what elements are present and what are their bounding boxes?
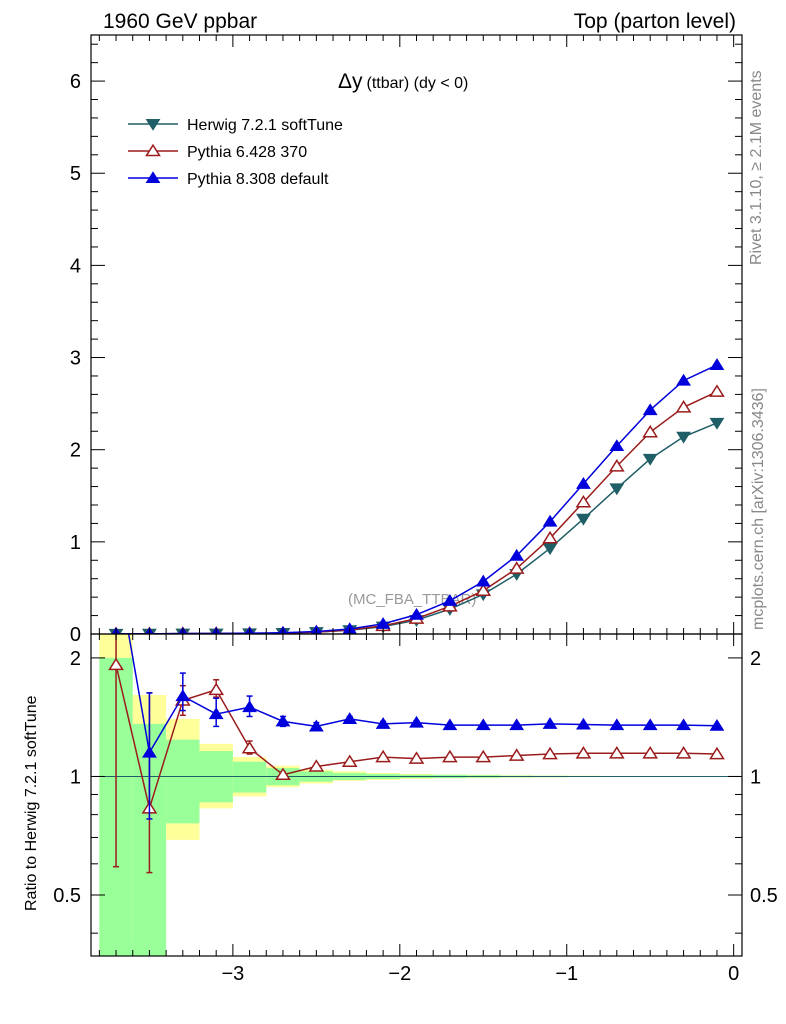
ratio-1-point <box>409 715 424 728</box>
ratio-1-point <box>242 700 257 713</box>
series-2-point <box>542 514 558 527</box>
ratio-y-tick-label: 0.5 <box>53 885 81 907</box>
ratio-0-point <box>608 746 625 759</box>
ratio-1-point <box>509 718 525 731</box>
x-tick-label: −3 <box>221 963 244 985</box>
ratio-1-point <box>208 707 224 720</box>
series-1-point <box>475 583 492 596</box>
legend-label-1: Pythia 6.428 370 <box>187 144 307 161</box>
series-1-point <box>709 384 725 397</box>
series-0-point <box>709 417 725 430</box>
series-0-point <box>642 453 658 466</box>
ratio-y-tick-label-right: 0.5 <box>750 885 778 907</box>
ratio-0-point <box>208 682 225 696</box>
ratio-0-point <box>275 767 291 781</box>
ratio-1-point <box>642 718 658 731</box>
ratio-1-point <box>342 712 358 724</box>
ratio-0-point <box>542 746 558 760</box>
y-tick-label: 1 <box>70 532 81 554</box>
series-2-point <box>442 594 458 606</box>
green-band-bin <box>166 739 200 824</box>
ratio-0-point <box>508 748 525 761</box>
series-0-point <box>676 431 691 444</box>
ratio-0-point <box>408 751 425 764</box>
ratio-1-point <box>609 718 625 731</box>
mcplots-label: mcplots.cern.ch [arXiv:1306.3436] <box>750 388 767 630</box>
ratio-y-tick-label-right: 1 <box>750 766 761 788</box>
green-band-bin <box>232 761 267 793</box>
axis-ticks <box>91 35 742 956</box>
ratio-0-point <box>442 749 458 763</box>
header-right-label: Top (parton level) <box>574 10 736 33</box>
plot-title-main: Δy <box>338 70 363 93</box>
ratio-1-point <box>110 556 123 566</box>
y-tick-label: 4 <box>70 255 81 277</box>
series-2-point <box>709 358 725 370</box>
ratio-y-axis-label: Ratio to Herwig 7.2.1 softTune <box>23 695 40 911</box>
series-0-point <box>542 543 558 556</box>
series-2-point <box>609 439 625 452</box>
legend-label-2: Pythia 8.308 default <box>187 171 329 188</box>
ratio-0-point <box>375 749 391 763</box>
y-tick-label: 5 <box>70 163 81 185</box>
legend: Herwig 7.2.1 softTune Pythia 6.428 370 Pyt… <box>128 117 343 188</box>
series-2-point <box>409 607 424 620</box>
plot-title-sub: (ttbar) (dy < 0) <box>367 75 469 92</box>
legend-marker-2 <box>145 171 161 184</box>
ratio-1-point <box>142 745 157 758</box>
x-tick-label: −1 <box>555 963 578 985</box>
series-2-point <box>576 476 591 489</box>
ratio-y-tick-label: 2 <box>70 648 81 670</box>
ratio-0-point <box>108 657 124 671</box>
uncertainty-bands <box>91 634 742 956</box>
series-2-point <box>642 403 658 416</box>
series-0-point <box>609 483 625 496</box>
ratio-y-tick-label: 1 <box>70 766 81 788</box>
ratio-0-point <box>642 746 659 759</box>
rivet-version-label: Rivet 3.1.10, ≥ 2.1M events <box>748 70 765 265</box>
series-2-point <box>475 574 491 587</box>
series-1-point <box>508 561 525 574</box>
x-tick-label: −2 <box>388 963 411 985</box>
series-1-point <box>575 494 592 508</box>
axis-tick-labels: 0 1 2 3 4 5 6 0.5 0.5 1 1 2 2 −3 −2 −1 0 <box>53 71 778 985</box>
legend-marker-0 <box>145 118 161 131</box>
ratio-1-point <box>475 718 491 731</box>
y-tick-label: 6 <box>70 71 81 93</box>
ratio-0-point <box>308 759 325 772</box>
x-tick-label: 0 <box>728 963 739 985</box>
ratio-1-point <box>709 718 725 731</box>
series-1-point <box>642 424 659 438</box>
ratio-y-tick-label-right: 2 <box>750 648 761 670</box>
ratio-0-point <box>575 746 592 759</box>
ratio-0-point <box>709 746 725 760</box>
ratio-1-point <box>576 717 591 730</box>
series-0-point <box>576 513 591 526</box>
ratio-0-point <box>675 746 692 759</box>
ratio-0-point <box>241 740 258 754</box>
series-2-point <box>676 373 691 386</box>
y-tick-label: 0 <box>70 624 81 646</box>
ratio-0-point <box>475 749 492 763</box>
series-1-point <box>608 459 625 472</box>
ratio-0-point <box>341 754 358 768</box>
ratio-1-point <box>442 718 458 731</box>
ratio-1-point <box>375 717 391 729</box>
y-tick-label: 2 <box>70 440 81 462</box>
ratio-1-point <box>175 689 191 702</box>
header-left-label: 1960 GeV ppbar <box>103 10 257 33</box>
ratio-1-point <box>676 718 691 731</box>
series-1-point <box>675 400 692 413</box>
ratio-1-point <box>275 714 291 727</box>
legend-marker-1 <box>145 143 161 157</box>
plot-title: Δy (ttbar) (dy < 0) <box>338 70 468 93</box>
legend-label-0: Herwig 7.2.1 softTune <box>187 117 343 134</box>
series-1-point <box>542 530 558 544</box>
y-tick-label: 3 <box>70 348 81 370</box>
ratio-1-point <box>542 717 558 729</box>
series-2-point <box>509 548 525 561</box>
ratio-1-point <box>308 719 324 732</box>
ratio-panel-series <box>108 556 725 874</box>
